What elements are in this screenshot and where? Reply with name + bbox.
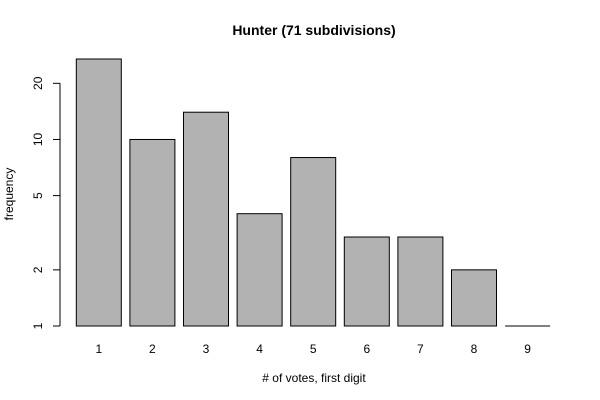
bar (397, 236, 444, 327)
chart-title: Hunter (71 subdivisions) (232, 22, 395, 38)
x-tick-label: 6 (363, 342, 370, 356)
bar (75, 58, 122, 327)
y-tick-label: 2 (31, 266, 45, 273)
x-tick-label: 9 (524, 342, 531, 356)
bar (236, 213, 283, 327)
bars (75, 58, 551, 327)
x-tick-label: 3 (203, 342, 210, 356)
y-axis: 1 2 5 10 20 (31, 76, 61, 329)
bar (290, 157, 337, 327)
bar (183, 111, 229, 327)
bar (451, 269, 497, 327)
x-tick-label: 5 (310, 342, 317, 356)
x-tick-label: 4 (256, 342, 263, 356)
bar (343, 236, 390, 327)
y-axis-label: frequency (2, 168, 16, 221)
y-tick-label: 10 (31, 132, 45, 146)
y-tick-label: 5 (31, 192, 45, 199)
x-axis-label: # of votes, first digit (262, 371, 366, 385)
y-tick-label: 1 (31, 322, 45, 329)
x-tick-label: 8 (471, 342, 478, 356)
x-tick-labels: 1 2 3 4 5 6 7 8 9 (95, 342, 531, 356)
x-tick-label: 7 (417, 342, 424, 356)
y-tick-label: 20 (31, 76, 45, 90)
bar (129, 138, 176, 327)
x-tick-label: 1 (95, 342, 102, 356)
x-tick-label: 2 (149, 342, 156, 356)
